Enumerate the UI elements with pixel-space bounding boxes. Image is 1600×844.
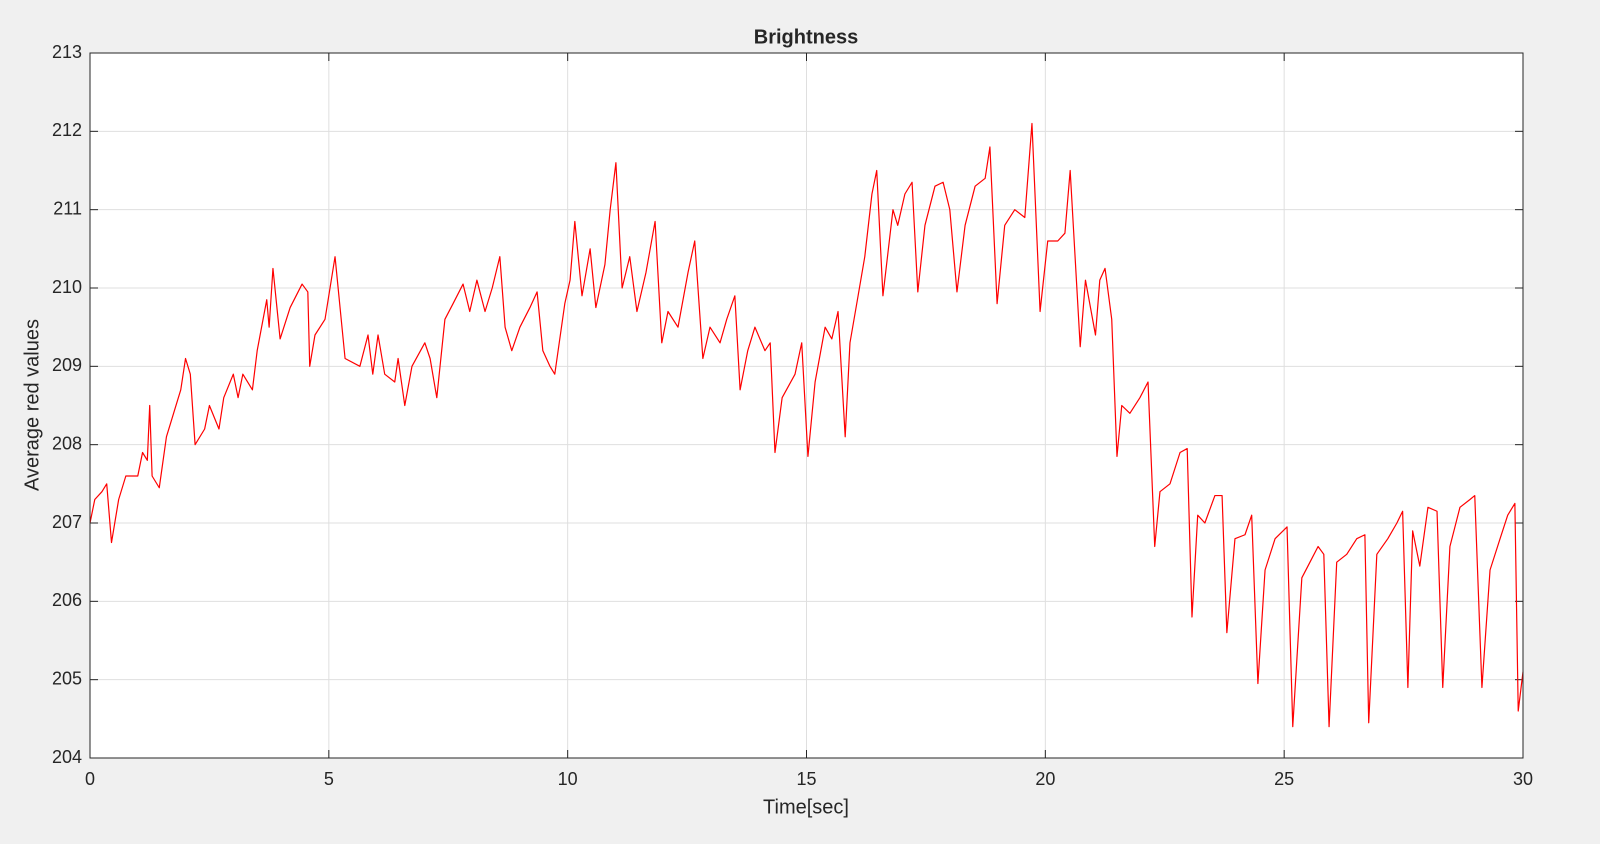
- y-axis-label: Average red values: [21, 319, 43, 491]
- y-tick-label: 212: [52, 120, 82, 140]
- x-tick-label: 15: [796, 769, 816, 789]
- x-tick-label: 5: [324, 769, 334, 789]
- x-tick-label: 0: [85, 769, 95, 789]
- y-tick-label: 210: [52, 277, 82, 297]
- y-tick-label: 207: [52, 512, 82, 532]
- x-tick-label: 20: [1035, 769, 1055, 789]
- y-tick-label: 205: [52, 668, 82, 688]
- y-tick-label: 208: [52, 433, 82, 453]
- data-line: [89, 122, 1524, 728]
- y-tick-label: 211: [53, 198, 82, 218]
- chart-title: Brightness: [754, 26, 858, 48]
- x-tick-label: 25: [1274, 769, 1294, 789]
- y-tick-label: 204: [52, 747, 82, 767]
- x-axis-label: Time[sec]: [763, 796, 849, 818]
- axes-box: [89, 52, 1524, 759]
- x-tick-label: 10: [558, 769, 578, 789]
- y-tick-label: 206: [52, 590, 82, 610]
- x-tick-label: 30: [1513, 769, 1533, 789]
- y-tick-label: 213: [52, 42, 82, 62]
- y-tick-label: 209: [52, 355, 82, 375]
